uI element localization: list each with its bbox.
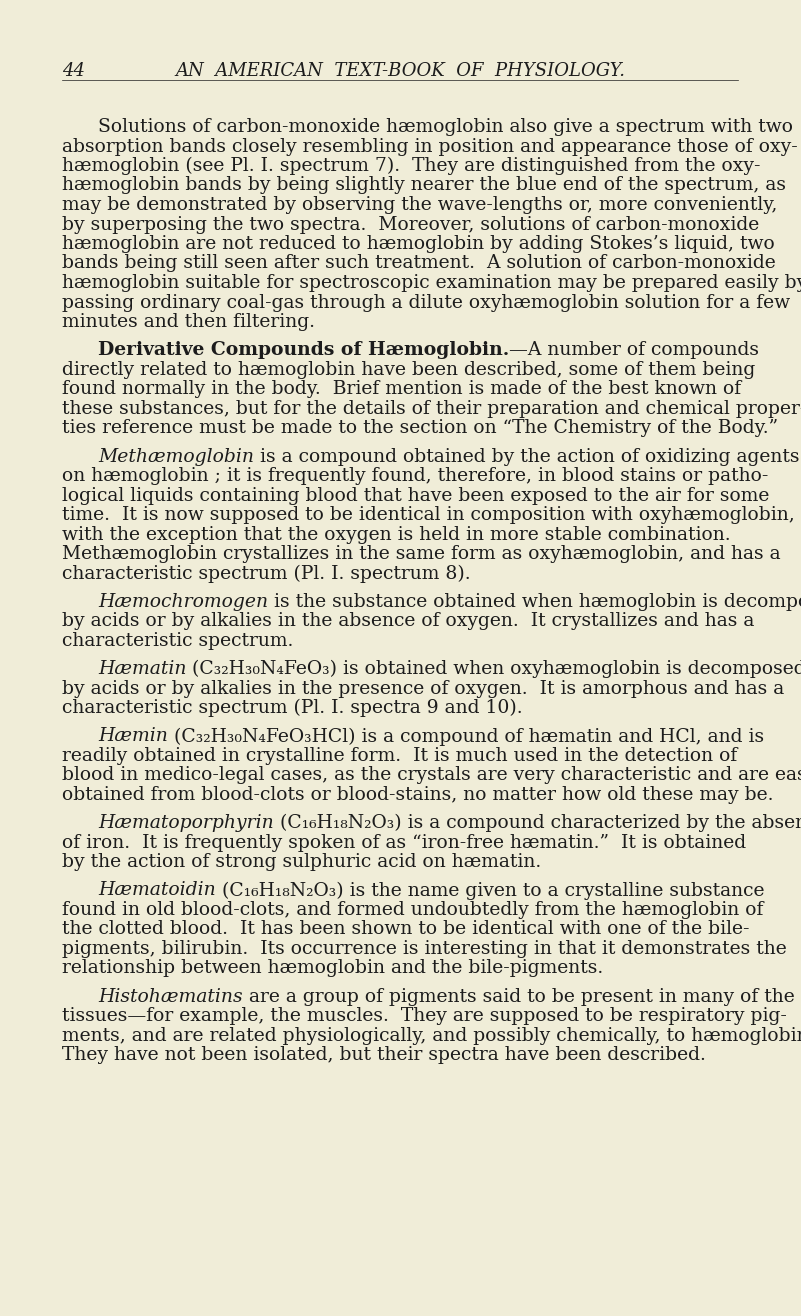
Text: 44: 44 [62,62,85,80]
Text: logical liquids containing blood that have been exposed to the air for some: logical liquids containing blood that ha… [62,487,770,504]
Text: of iron.  It is frequently spoken of as “iron-free hæmatin.”  It is obtained: of iron. It is frequently spoken of as “… [62,833,746,851]
Text: minutes and then filtering.: minutes and then filtering. [62,313,315,332]
Text: tissues—for example, the muscles.  They are supposed to be respiratory pig-: tissues—for example, the muscles. They a… [62,1007,787,1025]
Text: Derivative Compounds of Hæmoglobin.: Derivative Compounds of Hæmoglobin. [98,341,509,359]
Text: Hæmatin: Hæmatin [98,661,187,678]
Text: (C₃₂H₃₀N₄FeO₃) is obtained when oxyhæmoglobin is decomposed: (C₃₂H₃₀N₄FeO₃) is obtained when oxyhæmog… [187,661,801,678]
Text: —A number of compounds: —A number of compounds [509,341,759,359]
Text: found in old blood-clots, and formed undoubtedly from the hæmoglobin of: found in old blood-clots, and formed und… [62,901,763,919]
Text: They have not been isolated, but their spectra have been described.: They have not been isolated, but their s… [62,1046,706,1065]
Text: (C₁₆H₁₈N₂O₃) is the name given to a crystalline substance: (C₁₆H₁₈N₂O₃) is the name given to a crys… [215,882,764,900]
Text: AN  AMERICAN  TEXT-BOOK  OF  PHYSIOLOGY.: AN AMERICAN TEXT-BOOK OF PHYSIOLOGY. [175,62,625,80]
Text: ments, and are related physiologically, and possibly chemically, to hæmoglobin.: ments, and are related physiologically, … [62,1026,801,1045]
Text: blood in medico-legal cases, as the crystals are very characteristic and are eas: blood in medico-legal cases, as the crys… [62,766,801,784]
Text: directly related to hæmoglobin have been described, some of them being: directly related to hæmoglobin have been… [62,361,755,379]
Text: is the substance obtained when hæmoglobin is decomposed: is the substance obtained when hæmoglobi… [268,592,801,611]
Text: found normally in the body.  Brief mention is made of the best known of: found normally in the body. Brief mentio… [62,380,741,399]
Text: is a compound obtained by the action of oxidizing agents: is a compound obtained by the action of … [254,447,799,466]
Text: Hæmochromogen: Hæmochromogen [98,592,268,611]
Text: by superposing the two spectra.  Moreover, solutions of carbon-monoxide: by superposing the two spectra. Moreover… [62,216,759,233]
Text: by the action of strong sulphuric acid on hæmatin.: by the action of strong sulphuric acid o… [62,853,541,871]
Text: ties reference must be made to the section on “The Chemistry of the Body.”: ties reference must be made to the secti… [62,420,778,437]
Text: the clotted blood.  It has been shown to be identical with one of the bile-: the clotted blood. It has been shown to … [62,920,750,938]
Text: hæmoglobin are not reduced to hæmoglobin by adding Stokes’s liquid, two: hæmoglobin are not reduced to hæmoglobin… [62,236,775,253]
Text: passing ordinary coal-gas through a dilute oxyhæmoglobin solution for a few: passing ordinary coal-gas through a dilu… [62,293,790,312]
Text: readily obtained in crystalline form.  It is much used in the detection of: readily obtained in crystalline form. It… [62,747,737,765]
Text: these substances, but for the details of their preparation and chemical proper-: these substances, but for the details of… [62,400,801,417]
Text: pigments, bilirubin.  Its occurrence is interesting in that it demonstrates the: pigments, bilirubin. Its occurrence is i… [62,940,787,958]
Text: hæmoglobin (see Pl. I. spectrum 7).  They are distinguished from the oxy-: hæmoglobin (see Pl. I. spectrum 7). They… [62,157,760,175]
Text: characteristic spectrum (Pl. I. spectrum 8).: characteristic spectrum (Pl. I. spectrum… [62,565,471,583]
Text: hæmoglobin bands by being slightly nearer the blue end of the spectrum, as: hæmoglobin bands by being slightly neare… [62,176,786,195]
Text: (C₃₂H₃₀N₄FeO₃HCl) is a compound of hæmatin and HCl, and is: (C₃₂H₃₀N₄FeO₃HCl) is a compound of hæmat… [168,728,764,746]
Text: bands being still seen after such treatment.  A solution of carbon-monoxide: bands being still seen after such treatm… [62,254,775,272]
Text: (C₁₆H₁₈N₂O₃) is a compound characterized by the absence: (C₁₆H₁₈N₂O₃) is a compound characterized… [274,815,801,833]
Text: by acids or by alkalies in the absence of oxygen.  It crystallizes and has a: by acids or by alkalies in the absence o… [62,612,755,630]
Text: relationship between hæmoglobin and the bile-pigments.: relationship between hæmoglobin and the … [62,959,603,978]
Text: Histohæmatins: Histohæmatins [98,988,243,1005]
Text: time.  It is now supposed to be identical in composition with oxyhæmoglobin,: time. It is now supposed to be identical… [62,507,795,524]
Text: are a group of pigments said to be present in many of the: are a group of pigments said to be prese… [243,988,795,1005]
Text: on hæmoglobin ; it is frequently found, therefore, in blood stains or patho-: on hæmoglobin ; it is frequently found, … [62,467,768,486]
Text: Hæmin: Hæmin [98,728,168,745]
Text: by acids or by alkalies in the presence of oxygen.  It is amorphous and has a: by acids or by alkalies in the presence … [62,679,784,697]
Text: Solutions of carbon-monoxide hæmoglobin also give a spectrum with two: Solutions of carbon-monoxide hæmoglobin … [98,118,793,136]
Text: with the exception that the oxygen is held in more stable combination.: with the exception that the oxygen is he… [62,525,731,544]
Text: Hæmatoporphyrin: Hæmatoporphyrin [98,815,274,832]
Text: absorption bands closely resembling in position and appearance those of oxy-: absorption bands closely resembling in p… [62,137,798,155]
Text: characteristic spectrum.: characteristic spectrum. [62,632,293,650]
Text: obtained from blood-clots or blood-stains, no matter how old these may be.: obtained from blood-clots or blood-stain… [62,786,774,804]
Text: Hæmatoidin: Hæmatoidin [98,882,215,899]
Text: hæmoglobin suitable for spectroscopic examination may be prepared easily by: hæmoglobin suitable for spectroscopic ex… [62,274,801,292]
Text: Methæmoglobin: Methæmoglobin [98,447,254,466]
Text: characteristic spectrum (Pl. I. spectra 9 and 10).: characteristic spectrum (Pl. I. spectra … [62,699,522,717]
Text: Methæmoglobin crystallizes in the same form as oxyhæmoglobin, and has a: Methæmoglobin crystallizes in the same f… [62,545,781,563]
Text: may be demonstrated by observing the wave-lengths or, more conveniently,: may be demonstrated by observing the wav… [62,196,778,215]
